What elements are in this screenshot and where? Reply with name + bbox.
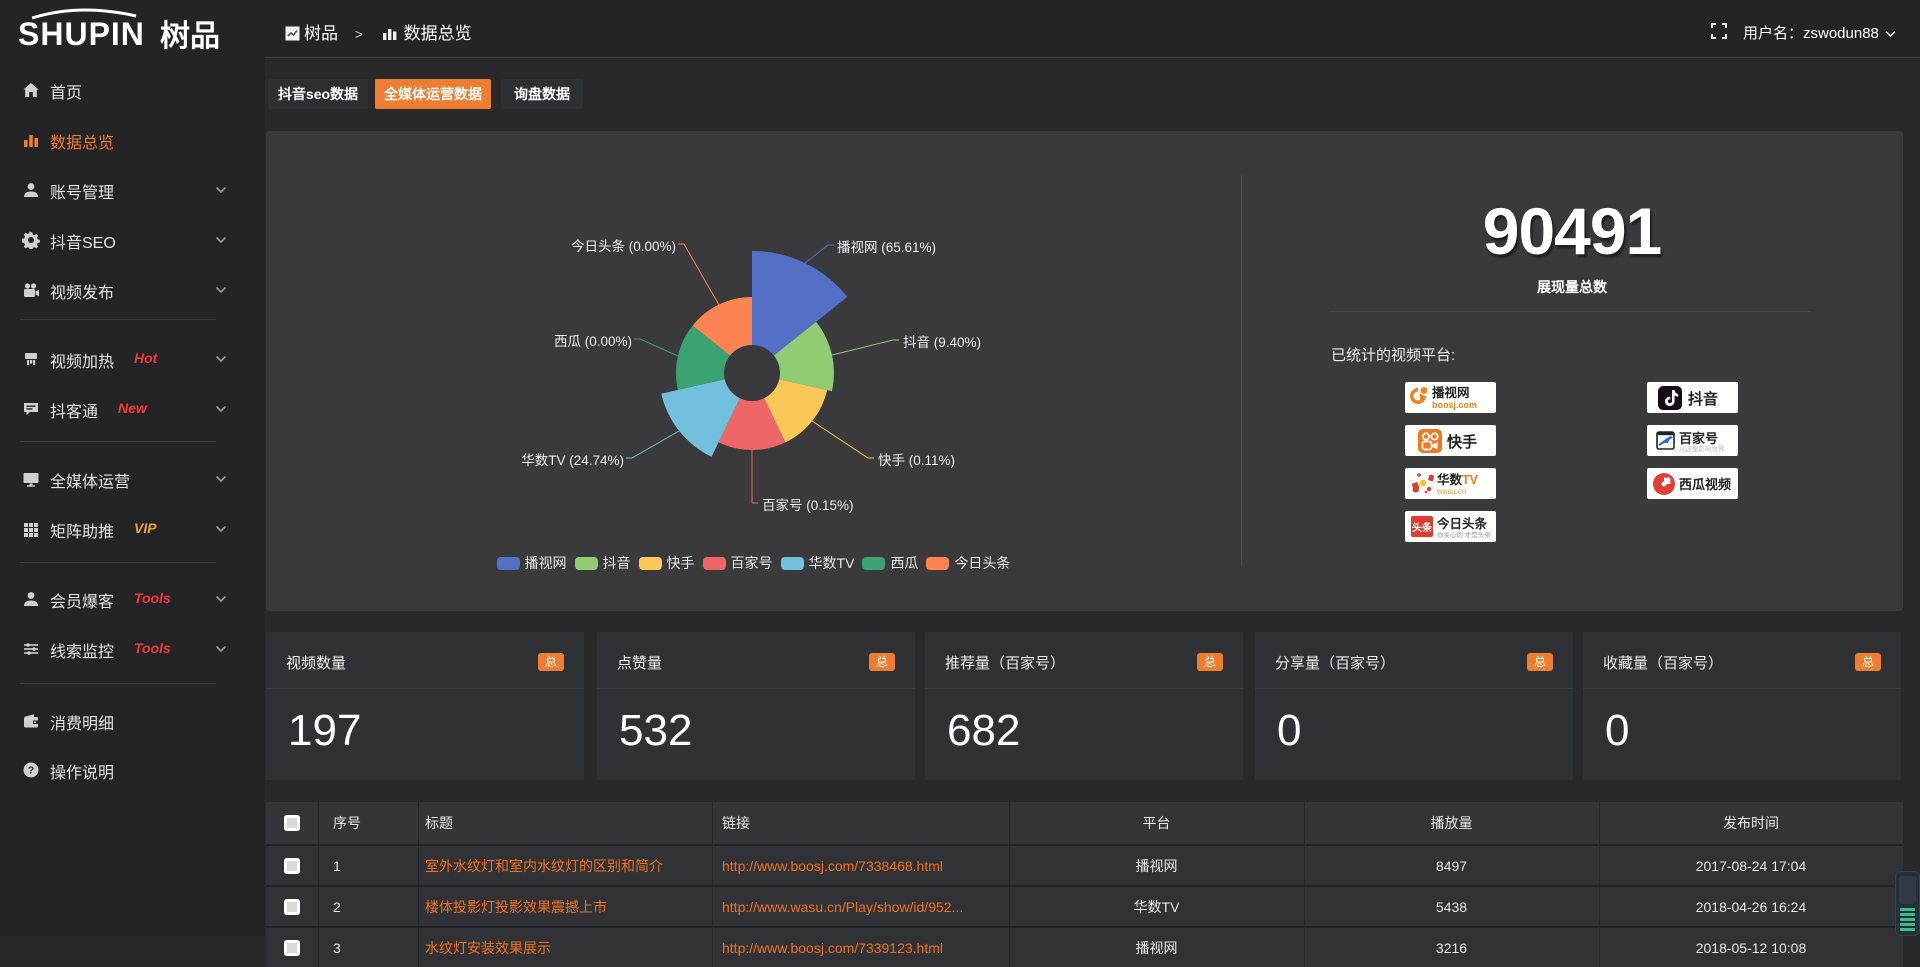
svg-text:头条: 头条 xyxy=(1412,521,1433,534)
svg-text:快手: 快手 xyxy=(1447,433,1477,451)
svg-text:wasu.cn: wasu.cn xyxy=(1436,487,1466,496)
svg-text:播视网: 播视网 xyxy=(1432,385,1470,400)
svg-text:百家号: 百家号 xyxy=(1679,431,1718,446)
svg-text:树品: 树品 xyxy=(160,20,220,53)
svg-text:今日头条: 今日头条 xyxy=(1436,516,1488,531)
svg-text:西瓜视频: 西瓜视频 xyxy=(1679,477,1731,492)
svg-text:华数TV: 华数TV xyxy=(1437,472,1479,487)
svg-text:你关心的 才是头条: 你关心的 才是头条 xyxy=(1437,530,1491,539)
svg-text:从这里影响世界: 从这里影响世界 xyxy=(1679,444,1725,453)
svg-text:?: ? xyxy=(28,765,34,777)
svg-text:抖音: 抖音 xyxy=(1688,390,1718,408)
svg-text:boosj.com: boosj.com xyxy=(1432,400,1477,410)
svg-text:SHUPIN: SHUPIN xyxy=(18,16,145,52)
